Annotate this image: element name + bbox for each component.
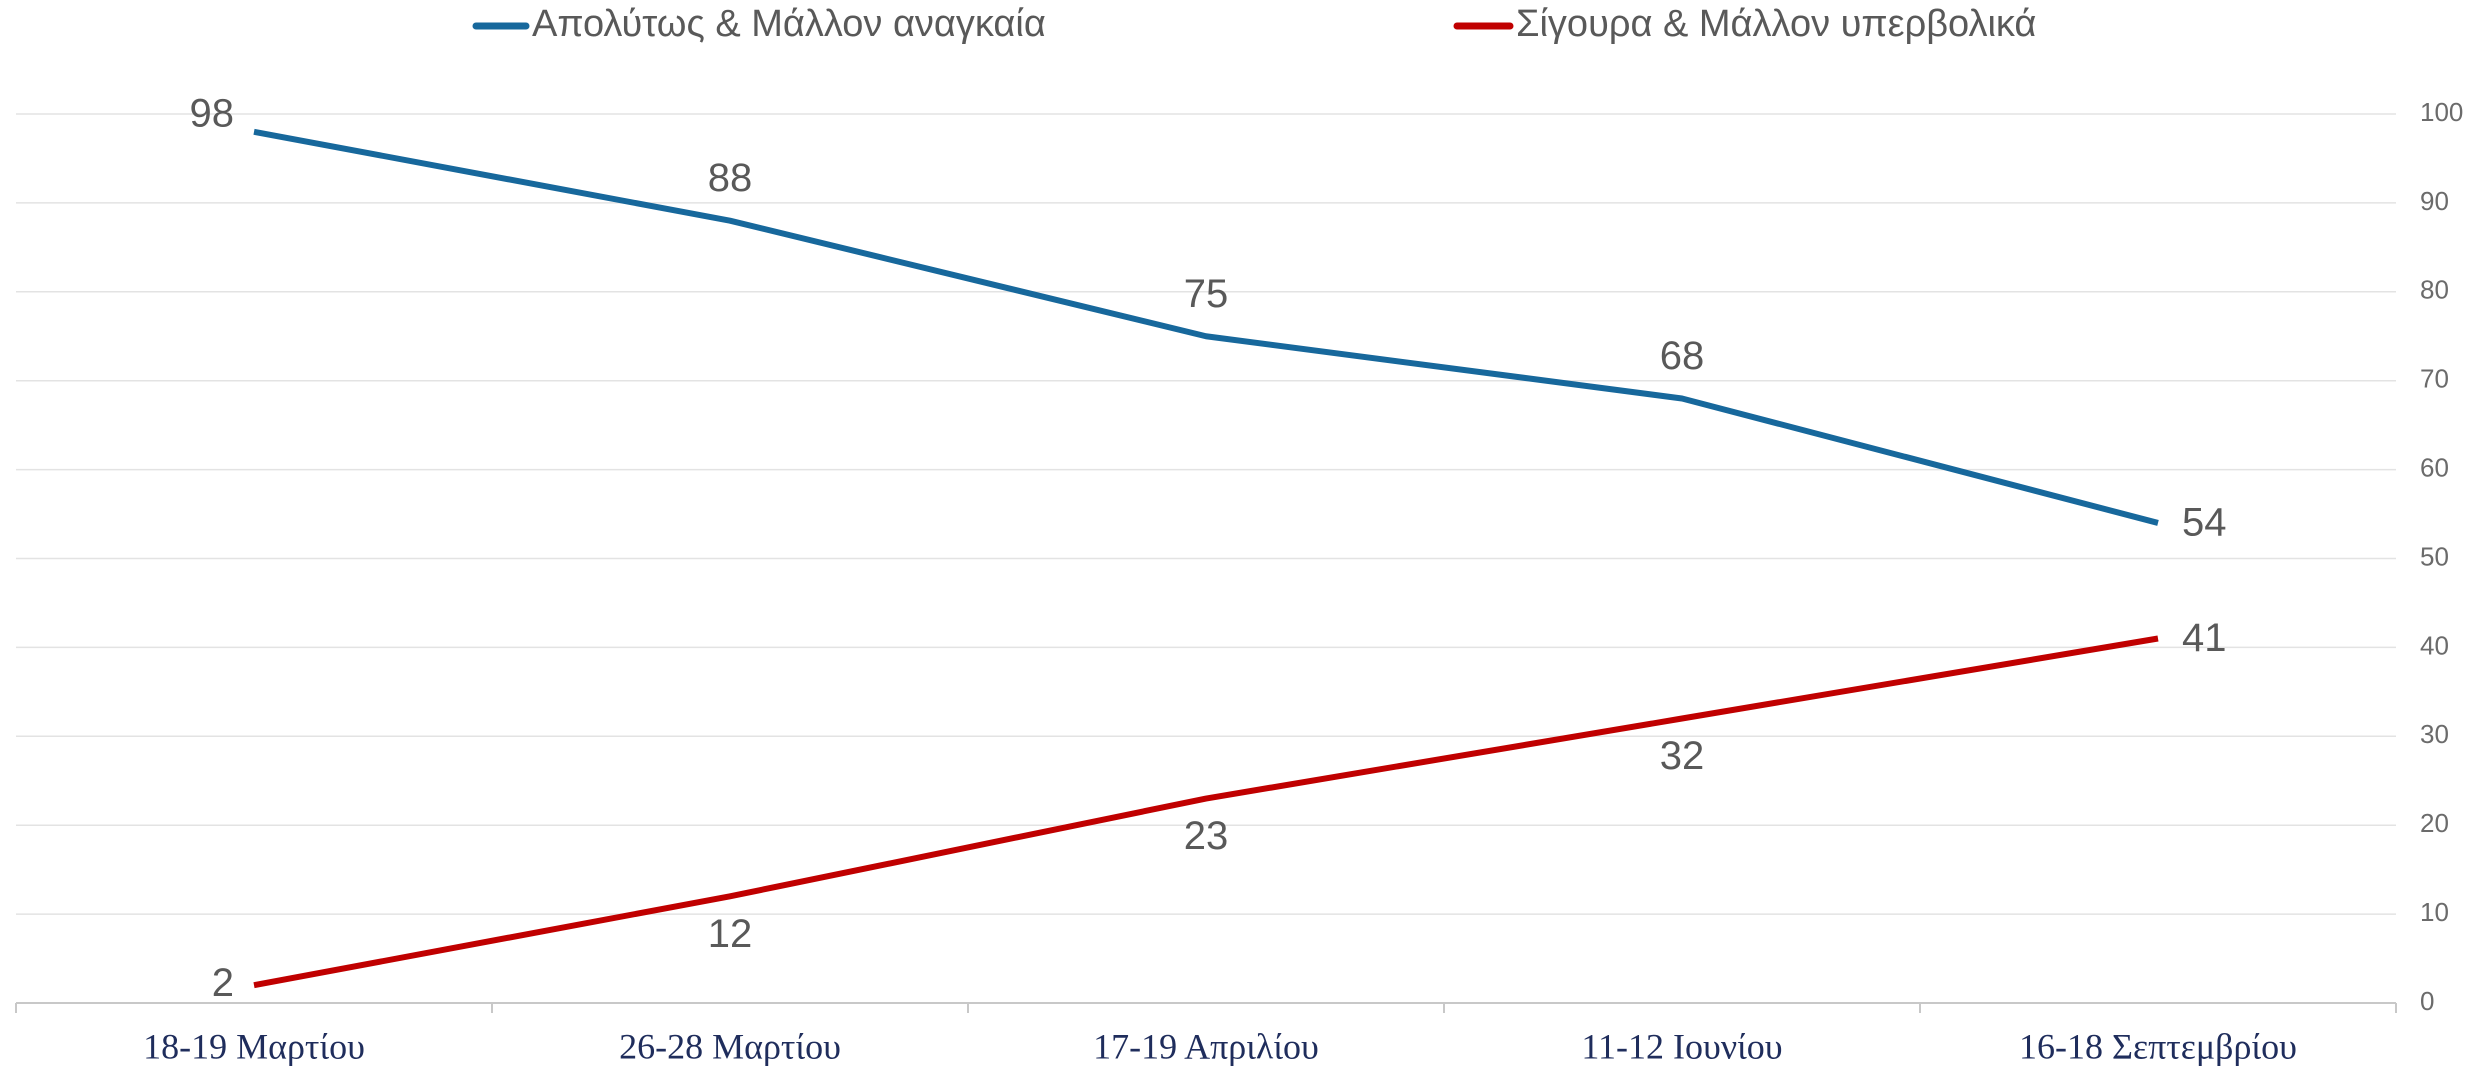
data-label: 98 xyxy=(190,91,235,135)
y-tick-label: 20 xyxy=(2420,808,2449,838)
data-label: 88 xyxy=(708,156,753,200)
x-tick-label: 16-18 Σεπτεμβρίου xyxy=(2019,1026,2297,1066)
y-tick-label: 90 xyxy=(2420,186,2449,216)
x-tick-label: 17-19 Απριλίου xyxy=(1093,1026,1319,1066)
y-tick-label: 30 xyxy=(2420,719,2449,749)
data-label: 75 xyxy=(1184,272,1229,316)
x-tick-label: 26-28 Μαρτίου xyxy=(619,1026,841,1066)
x-tick-label: 11-12 Ιουνίου xyxy=(1581,1026,1782,1066)
y-tick-label: 80 xyxy=(2420,275,2449,305)
legend-label: Απολύτως & Μάλλον αναγκαία xyxy=(532,3,1046,45)
x-tick-label: 18-19 Μαρτίου xyxy=(143,1026,365,1066)
legend-label: Σίγουρα & Μάλλον υπερβολικά xyxy=(1516,3,2036,45)
y-tick-label: 70 xyxy=(2420,364,2449,394)
y-tick-label: 60 xyxy=(2420,452,2449,482)
y-tick-label: 10 xyxy=(2420,897,2449,927)
data-label: 41 xyxy=(2182,616,2227,660)
data-label: 68 xyxy=(1660,334,1705,378)
series-line xyxy=(253,128,2159,526)
data-label: 32 xyxy=(1660,734,1705,778)
series-line xyxy=(253,635,2159,989)
y-tick-label: 0 xyxy=(2420,986,2434,1016)
y-tick-label: 100 xyxy=(2420,97,2463,127)
data-label: 23 xyxy=(1184,814,1229,858)
y-tick-label: 40 xyxy=(2420,630,2449,660)
data-label: 12 xyxy=(708,912,753,956)
y-tick-label: 50 xyxy=(2420,541,2449,571)
data-label: 54 xyxy=(2182,501,2227,545)
data-label: 2 xyxy=(212,961,234,1005)
